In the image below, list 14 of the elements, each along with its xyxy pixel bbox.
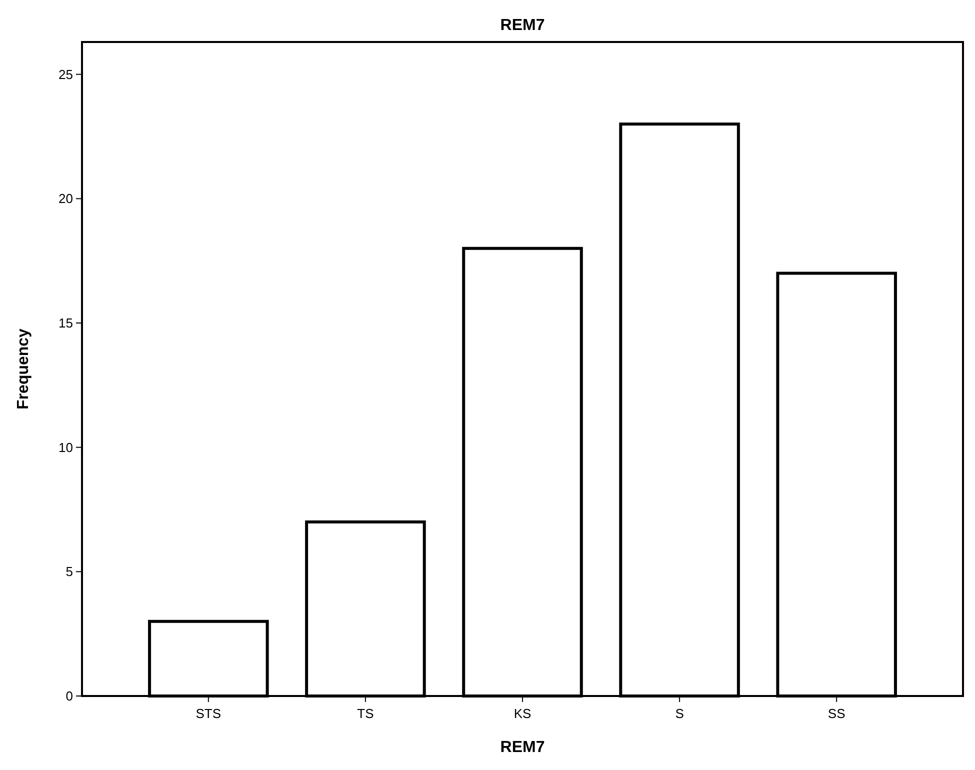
x-axis-title: REM7 <box>500 739 545 756</box>
x-tick-label: S <box>675 706 684 721</box>
y-tick-label: 10 <box>58 440 73 455</box>
chart-title: REM7 <box>500 17 545 34</box>
y-axis-title: Frequency <box>15 328 32 410</box>
x-tick-label: KS <box>514 706 532 721</box>
y-tick-label: 25 <box>58 66 73 82</box>
y-tick-label: 15 <box>58 316 73 331</box>
x-tick-label: STS <box>196 706 222 721</box>
y-tick-label: 5 <box>66 564 73 580</box>
x-tick-label: SS <box>828 706 846 721</box>
x-tick-label: TS <box>357 706 374 721</box>
y-tick-label: 0 <box>66 688 73 704</box>
y-tick-label: 20 <box>58 191 73 206</box>
